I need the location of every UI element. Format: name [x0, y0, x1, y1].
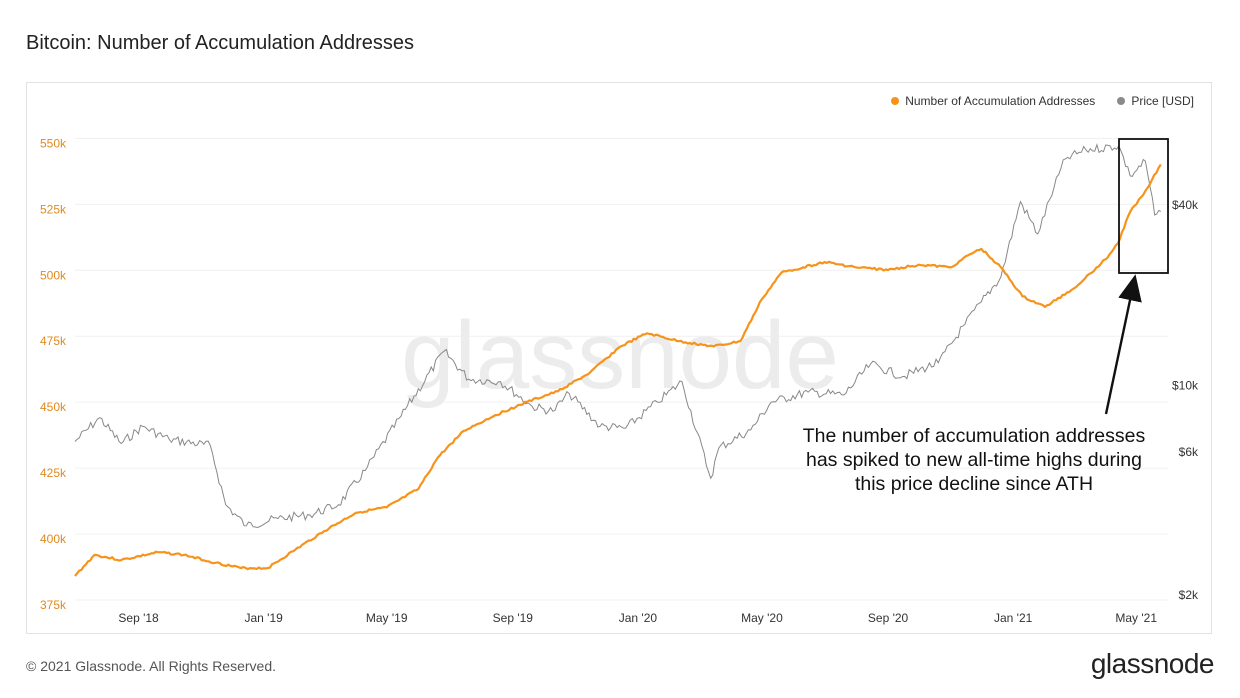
annotation-text: The number of accumulation addresses has… [770, 424, 1178, 496]
price-series-group [74, 143, 1162, 529]
addresses-series-group [74, 163, 1162, 577]
annotation-arrow [1104, 274, 1142, 415]
left-axis-tick-label: 425k [40, 466, 67, 480]
copyright-text: © 2021 Glassnode. All Rights Reserved. [26, 658, 277, 674]
left-axis-tick-label: 500k [40, 268, 67, 282]
accumulation-addresses-line [74, 163, 1162, 577]
left-axis-tick-label: 525k [40, 202, 67, 216]
right-axis-tick-label: $2k [1179, 588, 1199, 602]
annotation-line-1: The number of accumulation addresses [802, 425, 1146, 447]
chart-panel [26, 82, 1212, 634]
x-axis-tick-label: Sep '20 [868, 611, 909, 625]
x-axis-tick-label: Sep '18 [118, 611, 159, 625]
left-axis-tick-label: 375k [40, 598, 67, 612]
x-axis-tick-label: Jan '19 [244, 611, 283, 625]
gridlines [75, 137, 1168, 601]
glassnode-logo[interactable]: glassnode [1090, 648, 1215, 679]
left-axis-tick-label: 400k [40, 532, 67, 546]
highlight-box [1118, 138, 1169, 274]
price-line [74, 143, 1162, 529]
legend-label-price: Price [USD] [1131, 94, 1194, 108]
right-axis-tick-label: $10k [1172, 378, 1199, 392]
annotation-line-2: has spiked to new all-time highs during [805, 449, 1142, 471]
legend: Number of Accumulation Addresses Price [… [891, 94, 1194, 108]
left-axis: 375k 400k 425k 450k 475k 500k 525k 550k [40, 136, 67, 612]
right-axis: $2k $6k $10k $40k [1172, 198, 1199, 602]
legend-dot-addresses [891, 97, 900, 105]
x-axis-tick-label: May '21 [1115, 611, 1157, 625]
left-axis-tick-label: 475k [40, 334, 67, 348]
left-axis-tick-label: 550k [40, 136, 67, 150]
x-axis-tick-label: May '19 [366, 611, 408, 625]
right-axis-tick-label: $40k [1172, 198, 1199, 212]
legend-dot-price [1117, 97, 1126, 105]
annotation-line-3: this price decline since ATH [854, 473, 1094, 495]
x-axis-tick-label: Jan '20 [619, 611, 658, 625]
legend-label-addresses: Number of Accumulation Addresses [905, 94, 1096, 108]
legend-item-addresses[interactable]: Number of Accumulation Addresses [891, 94, 1095, 108]
legend-item-price[interactable]: Price [USD] [1117, 94, 1194, 108]
x-axis-tick-label: Sep '19 [493, 611, 534, 625]
x-axis: Sep '18 Jan '19 May '19 Sep '19 Jan '20 May '… [118, 611, 1157, 625]
x-axis-tick-label: Jan '21 [994, 611, 1033, 625]
right-axis-tick-label: $6k [1179, 445, 1199, 459]
watermark: glassnode [401, 302, 839, 409]
chart-title: Bitcoin: Number of Accumulation Addresse… [26, 32, 414, 54]
left-axis-tick-label: 450k [40, 400, 67, 414]
x-axis-tick-label: May '20 [741, 611, 783, 625]
